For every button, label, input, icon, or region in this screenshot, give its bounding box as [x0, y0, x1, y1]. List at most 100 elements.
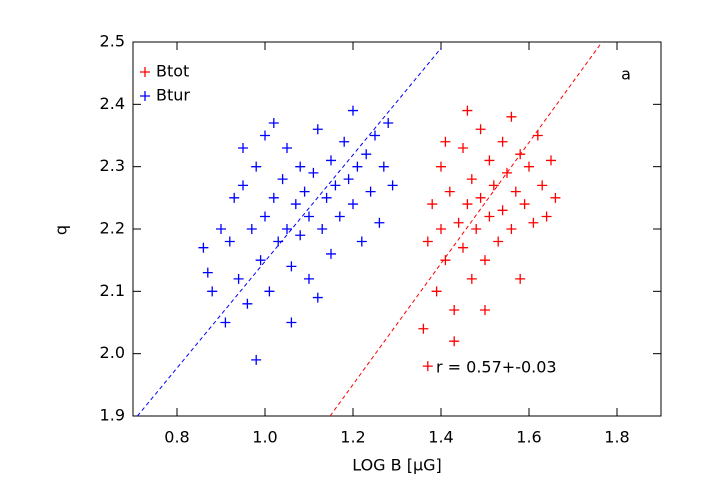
point: [480, 305, 490, 316]
point: [475, 124, 486, 135]
point: [422, 361, 433, 372]
y-tick-label: 2.3: [100, 156, 125, 175]
point: [497, 136, 508, 147]
point: [528, 217, 539, 228]
point: [290, 199, 301, 210]
point: [361, 149, 372, 160]
point: [515, 273, 526, 284]
point: [550, 192, 561, 203]
point: [475, 192, 486, 203]
point: [317, 224, 328, 234]
point: [198, 242, 209, 253]
point: [440, 255, 451, 266]
point: [422, 236, 433, 247]
point: [466, 174, 477, 185]
point: [273, 236, 284, 247]
y-axis-label: q: [52, 225, 71, 235]
point: [484, 211, 495, 222]
point: [444, 186, 455, 197]
legend-marker: [140, 91, 150, 101]
point: [326, 155, 336, 166]
point: [216, 224, 226, 234]
point: [220, 317, 231, 328]
point: [537, 180, 548, 191]
point: [462, 199, 473, 210]
y-tick-label: 2.4: [100, 94, 125, 113]
point: [251, 161, 262, 172]
point: [251, 354, 262, 365]
point: [356, 236, 367, 247]
x-tick-label: 1.2: [340, 428, 365, 447]
y-tick-label: 2.2: [100, 219, 125, 238]
point: [277, 174, 288, 185]
point: [202, 267, 213, 278]
point: [268, 192, 279, 203]
plot-frame: [132, 41, 662, 417]
legend-label: Btot: [156, 62, 189, 81]
point: [260, 211, 270, 222]
point: [295, 230, 306, 241]
point: [238, 142, 248, 153]
point: [343, 174, 354, 185]
point: [484, 155, 495, 166]
point: [295, 161, 306, 172]
point: [458, 142, 468, 153]
point: [480, 255, 490, 266]
point: [282, 142, 292, 153]
point: [453, 217, 464, 228]
point: [339, 136, 350, 147]
point: [224, 236, 235, 247]
point: [299, 186, 310, 197]
point: [352, 161, 363, 172]
y-tick-label: 1.9: [100, 406, 125, 425]
point: [282, 224, 292, 234]
y-tick-label: 2.5: [100, 32, 125, 51]
point: [312, 292, 323, 303]
point: [458, 242, 468, 253]
point: [348, 199, 358, 210]
point: [488, 180, 499, 191]
point: [519, 199, 530, 210]
point: [383, 118, 394, 129]
x-tick-label: 1.4: [428, 428, 453, 447]
x-tick-label: 1.0: [252, 428, 277, 447]
point: [532, 130, 543, 141]
point: [541, 211, 552, 222]
fit-line: [137, 47, 442, 416]
point: [436, 224, 446, 234]
point: [546, 155, 556, 166]
point: [378, 161, 389, 172]
point: [304, 211, 314, 222]
point: [510, 186, 521, 197]
point: [418, 323, 429, 334]
legend-marker: [140, 67, 150, 77]
point: [304, 273, 314, 284]
point: [321, 192, 332, 203]
point: [462, 105, 473, 116]
point: [471, 224, 482, 234]
point: [466, 273, 477, 284]
point: [308, 167, 319, 178]
point: [493, 236, 504, 247]
y-tick-label: 2.0: [100, 343, 125, 362]
point: [449, 305, 460, 316]
point: [242, 298, 253, 309]
point: [427, 199, 438, 210]
point: [502, 167, 512, 178]
x-tick-label: 1.8: [604, 428, 629, 447]
point: [238, 180, 248, 191]
point: [229, 192, 240, 203]
point: [326, 248, 336, 259]
point: [330, 180, 341, 191]
point: [506, 111, 517, 122]
point: [374, 217, 385, 228]
point: [286, 317, 297, 328]
point: [268, 118, 279, 129]
panel-label: a: [621, 65, 631, 84]
point: [431, 286, 442, 297]
point: [524, 161, 534, 172]
point: [286, 261, 297, 272]
correlation-note: r = 0.57+-0.03: [436, 358, 557, 377]
point: [207, 286, 218, 297]
